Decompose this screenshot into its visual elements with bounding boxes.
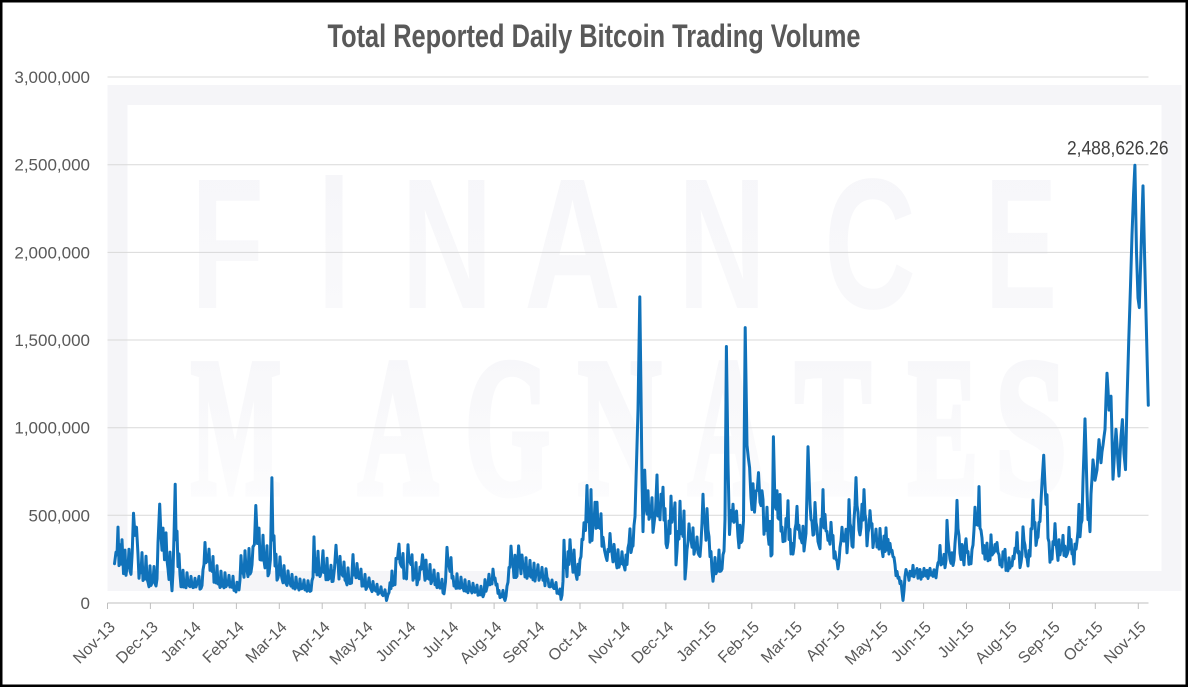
svg-text:0: 0 bbox=[81, 594, 90, 613]
svg-text:A: A bbox=[524, 141, 621, 348]
svg-text:500,000: 500,000 bbox=[29, 506, 90, 525]
svg-text:2,488,626.26: 2,488,626.26 bbox=[1067, 138, 1169, 159]
svg-text:C: C bbox=[824, 141, 916, 348]
svg-text:2,500,000: 2,500,000 bbox=[14, 156, 90, 175]
svg-text:1,500,000: 1,500,000 bbox=[14, 331, 90, 350]
svg-text:N: N bbox=[401, 141, 493, 348]
svg-text:1,000,000: 1,000,000 bbox=[14, 419, 90, 438]
svg-text:N: N bbox=[678, 141, 766, 348]
svg-text:Total Reported Daily Bitcoin T: Total Reported Daily Bitcoin Trading Vol… bbox=[328, 18, 861, 54]
svg-text:F: F bbox=[191, 141, 264, 348]
svg-text:2,000,000: 2,000,000 bbox=[14, 243, 90, 262]
svg-text:3,000,000: 3,000,000 bbox=[14, 68, 90, 87]
svg-text:E: E bbox=[985, 141, 1057, 348]
